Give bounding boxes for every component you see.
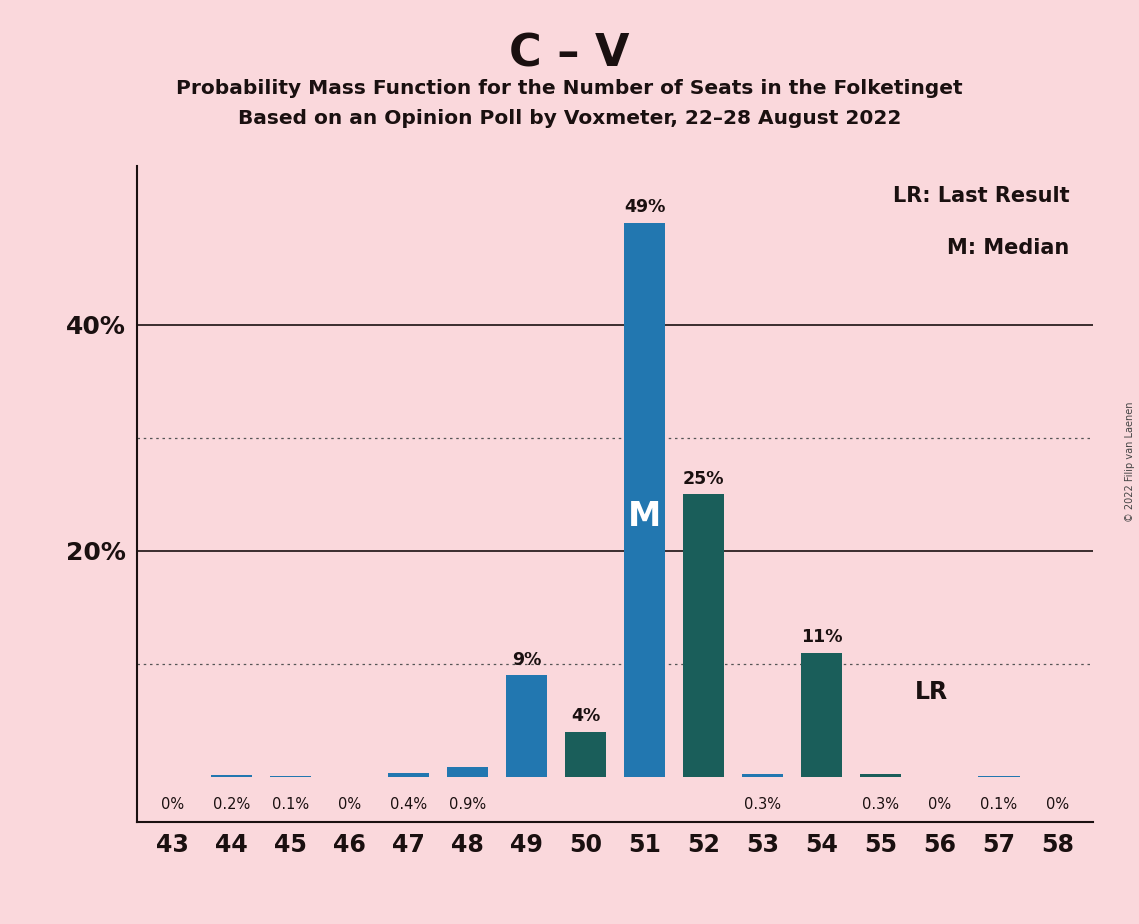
Bar: [270, 776, 311, 777]
Text: M: Median: M: Median: [948, 238, 1070, 259]
Text: LR: Last Result: LR: Last Result: [893, 186, 1070, 206]
Bar: [978, 776, 1019, 777]
Text: M: M: [628, 501, 662, 533]
Text: 0.4%: 0.4%: [390, 797, 427, 812]
Bar: [860, 773, 901, 777]
Text: Probability Mass Function for the Number of Seats in the Folketinget: Probability Mass Function for the Number…: [177, 79, 962, 98]
Text: 0.2%: 0.2%: [213, 797, 249, 812]
Bar: [506, 675, 547, 777]
Text: 11%: 11%: [801, 628, 843, 646]
Text: 0.3%: 0.3%: [744, 797, 781, 812]
Text: 9%: 9%: [511, 650, 541, 669]
Text: 0%: 0%: [161, 797, 183, 812]
Bar: [387, 772, 429, 777]
Bar: [565, 732, 606, 777]
Text: Based on an Opinion Poll by Voxmeter, 22–28 August 2022: Based on an Opinion Poll by Voxmeter, 22…: [238, 109, 901, 128]
Text: 0.1%: 0.1%: [981, 797, 1017, 812]
Text: 25%: 25%: [683, 469, 724, 488]
Text: 0.3%: 0.3%: [862, 797, 900, 812]
Text: 0%: 0%: [928, 797, 951, 812]
Text: 49%: 49%: [624, 198, 665, 216]
Bar: [683, 494, 724, 777]
Text: 4%: 4%: [571, 707, 600, 725]
Bar: [446, 767, 489, 777]
Text: LR: LR: [915, 680, 948, 704]
Text: 0.9%: 0.9%: [449, 797, 486, 812]
Bar: [741, 773, 784, 777]
Bar: [801, 652, 843, 777]
Text: 0%: 0%: [338, 797, 361, 812]
Bar: [624, 223, 665, 777]
Text: 0.1%: 0.1%: [272, 797, 309, 812]
Text: C – V: C – V: [509, 32, 630, 76]
Bar: [211, 775, 252, 777]
Text: 0%: 0%: [1047, 797, 1070, 812]
Text: © 2022 Filip van Laenen: © 2022 Filip van Laenen: [1125, 402, 1134, 522]
